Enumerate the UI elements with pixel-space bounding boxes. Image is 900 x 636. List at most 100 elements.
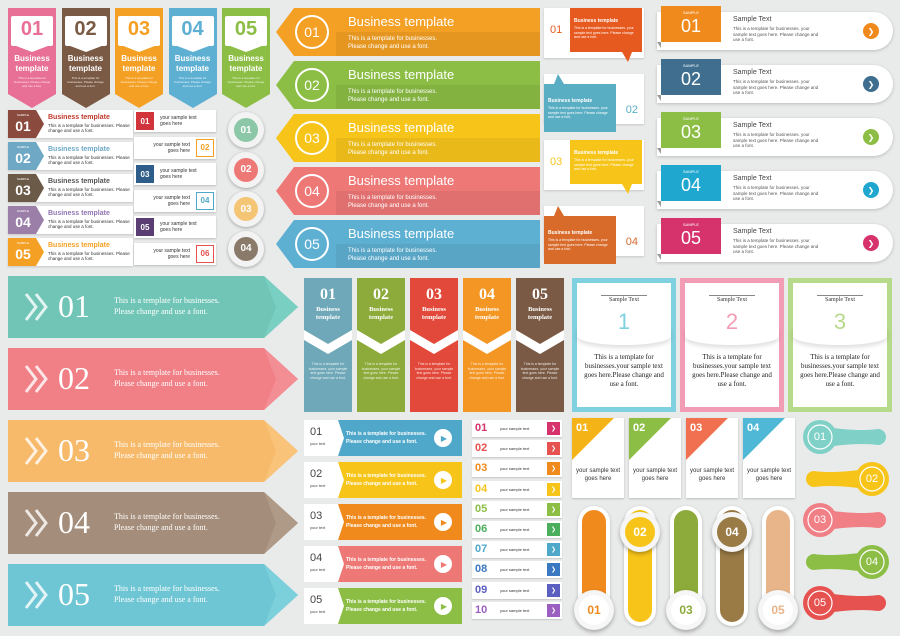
num-list-arrow-button[interactable]: ❯: [547, 442, 560, 456]
num-list-number: 04: [475, 482, 488, 495]
play-button[interactable]: ▶: [434, 471, 452, 489]
play-row-sub: your text: [310, 609, 326, 614]
play-icon: ▶: [440, 433, 448, 443]
column-card-title: Business template: [315, 306, 341, 321]
pill-tag: SAMPLE: [682, 169, 700, 174]
column-card-number: 01: [320, 286, 336, 303]
frame-card-divider: [709, 295, 755, 296]
column-card-body: This is a template for businesses. your …: [520, 362, 560, 380]
pill-arrow-button[interactable]: ❯: [863, 76, 879, 92]
play-row-number: 02: [310, 468, 323, 480]
column-card-02: 02 Business template This is a template fo…: [357, 278, 405, 412]
speech-card-03: 03 Business template This is a template fo…: [544, 140, 644, 200]
column-card-05: 05 Business template This is a template fo…: [516, 278, 564, 412]
bar-03: 03: [666, 504, 706, 630]
small-box-item: 05 your sample text goes here: [134, 216, 216, 238]
arrow-banner-body2: Please change and use a font.: [348, 97, 430, 103]
sample-list-badge: [8, 142, 44, 170]
num-list-arrow-button[interactable]: ❯: [547, 482, 560, 496]
top-tab-01: 01 Business template This is a template fo…: [8, 8, 56, 108]
flag-card-number: 02: [633, 422, 646, 434]
pill-arrow-button[interactable]: ❯: [863, 235, 879, 251]
num-list-number: 01: [475, 422, 488, 434]
flag-cards-group: 01 your sample text goes here 02 your sampl…: [572, 418, 800, 500]
bar-05: 05: [758, 504, 798, 630]
num-list-number: 10: [475, 603, 488, 616]
num-list-arrow-button[interactable]: ❯: [547, 502, 560, 516]
pill-body-text: This is a template for businesses. your …: [733, 238, 819, 254]
top-tab-title: Business template: [67, 54, 104, 73]
small-box-number: 03: [136, 165, 154, 183]
num-list-arrow-button[interactable]: ❯: [547, 563, 560, 577]
big-arrow-shape: [8, 492, 298, 554]
arrow-banner-number: 04: [304, 183, 320, 199]
num-list-arrow-button[interactable]: ❯: [547, 422, 560, 435]
num-list-group: 01 your sample text ❯ 02 your sample text ❯ 03…: [472, 420, 564, 626]
arrow-banner-title: Business template: [348, 67, 455, 82]
chevron-right-icon: ❯: [550, 586, 557, 594]
num-list-item: 03 your sample text ❯: [472, 460, 562, 478]
speech-card-number: 04: [625, 236, 638, 248]
pill-tag-shape: [657, 112, 721, 154]
frame-card-title: Sample Text: [717, 297, 747, 303]
speech-card-04: 04 Business template This is a template fo…: [544, 206, 644, 266]
num-list-arrow-button[interactable]: ❯: [547, 583, 560, 597]
sample-list-title: Business template: [48, 178, 110, 185]
num-list-arrow-button[interactable]: ❯: [547, 543, 560, 557]
pill-item-04: SAMPLE 04 Sample Text This is a template fo…: [655, 161, 895, 213]
top-tab-shape: [168, 8, 217, 108]
arrow-banner-body1: This is a template for businesses.: [348, 195, 438, 201]
play-row-tab: [304, 588, 344, 624]
num-list-text: your sample text: [500, 547, 530, 553]
balloon-shape: [803, 420, 886, 454]
pill-title: Sample Text: [733, 69, 772, 76]
column-card-number: 05: [532, 286, 548, 303]
speech-card-title: Business template: [574, 18, 619, 24]
sample-list-item: SAMPLE 05 Business template This is a templ…: [8, 238, 133, 266]
big-arrow-number: 01: [58, 288, 90, 324]
small-box-number: 06: [196, 244, 214, 263]
big-arrow-04: 04 This is a template for businesses. Plea…: [8, 492, 300, 554]
circles-group: 01 02 03 04: [226, 112, 270, 268]
frame-card-inner: Sample Text 3 This is a template for busin…: [793, 283, 887, 407]
play-button[interactable]: ▶: [434, 513, 452, 531]
pill-arrow-button[interactable]: ❯: [863, 23, 879, 39]
frame-cards-group: Sample Text 1 This is a template for busin…: [572, 278, 896, 414]
num-list-arrow-button[interactable]: ❯: [547, 523, 560, 536]
chevron-right-icon: ❯: [867, 185, 875, 195]
pill-title: Sample Text: [733, 122, 772, 129]
column-card-number: 02: [373, 286, 389, 303]
play-button[interactable]: ▶: [434, 429, 452, 447]
balloon-04: 04: [800, 543, 896, 581]
sample-list-body: This is a template for businesses. Pleas…: [48, 123, 130, 133]
frame-card-inner: Sample Text 2 This is a template for busin…: [685, 283, 779, 407]
balloon-shape: [803, 586, 886, 620]
big-arrow-shape: [8, 276, 298, 338]
num-list-text: your sample text: [500, 506, 530, 512]
play-button[interactable]: ▶: [434, 597, 452, 615]
speech-card-title: Business template: [574, 150, 619, 156]
small-box-number: 04: [196, 191, 214, 210]
column-card-number: 03: [426, 286, 442, 303]
flag-card-number: 03: [690, 422, 703, 434]
num-list-item: 04 your sample text ❯: [472, 480, 562, 498]
num-list-item: 10 your sample text ❯: [472, 601, 562, 619]
pill-arrow-button[interactable]: ❯: [863, 182, 879, 198]
play-button[interactable]: ▶: [434, 555, 452, 573]
flag-card-03: 03 your sample text goes here: [686, 418, 738, 498]
speech-cards-group: 01 Business template This is a template fo…: [544, 8, 649, 268]
top-tab-shape: [61, 8, 110, 108]
num-list-arrow-button[interactable]: ❯: [547, 603, 560, 617]
speech-card-title: Business template: [548, 98, 593, 104]
num-list-arrow-button[interactable]: ❯: [547, 462, 560, 476]
sample-list-tag: SAMPLE: [16, 145, 30, 149]
frame-card-divider: [817, 295, 863, 296]
speech-card-bubble: [570, 140, 642, 194]
small-box-item: 02 your sample text goes here: [134, 136, 216, 159]
sample-list-tag: SAMPLE: [16, 113, 30, 117]
sample-list-title: Business template: [48, 146, 110, 153]
play-icon: ▶: [440, 601, 448, 611]
pill-body-text: This is a template for businesses. your …: [733, 132, 819, 148]
chevron-right-icon: ❯: [867, 26, 875, 36]
pill-arrow-button[interactable]: ❯: [863, 129, 879, 145]
